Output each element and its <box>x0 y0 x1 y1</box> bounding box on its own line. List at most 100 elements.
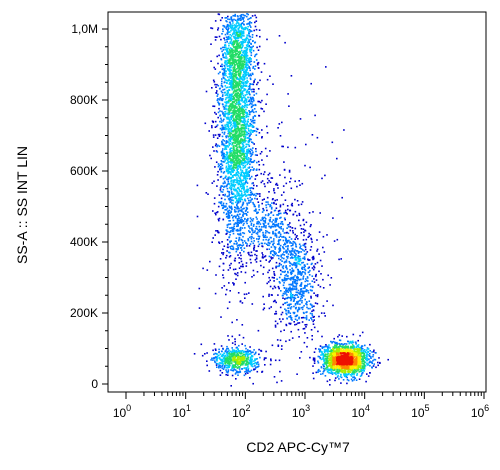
event-dot <box>242 208 244 210</box>
event-dot <box>242 124 244 127</box>
event-dot <box>308 232 310 235</box>
event-dot <box>247 160 249 162</box>
event-dot <box>232 100 235 103</box>
event-dot <box>245 91 248 94</box>
event-dot <box>252 104 255 107</box>
event-dot <box>287 93 289 95</box>
event-dot <box>315 371 318 374</box>
event-dot <box>261 136 263 138</box>
event-dot <box>242 194 245 197</box>
event-dot <box>315 274 317 277</box>
event-dot <box>227 347 229 350</box>
event-dot <box>290 273 293 276</box>
event-dot <box>277 210 280 212</box>
event-dot <box>306 251 309 253</box>
event-dot <box>312 357 315 359</box>
event-dot <box>220 65 222 67</box>
event-dot <box>287 271 289 274</box>
event-dot <box>228 142 231 145</box>
event-dot <box>256 362 258 364</box>
event-dot <box>227 335 229 337</box>
event-dot <box>313 278 315 280</box>
event-dot <box>278 209 281 212</box>
event-dot <box>258 132 261 134</box>
event-dot <box>246 47 249 50</box>
event-dot <box>249 134 251 137</box>
event-dot <box>221 143 223 145</box>
event-dot <box>266 243 268 245</box>
event-dot <box>311 267 314 269</box>
event-dot <box>229 125 232 127</box>
event-dot <box>243 104 246 107</box>
event-dot <box>294 233 296 236</box>
event-dot <box>253 99 255 102</box>
event-dot <box>360 349 363 352</box>
event-dot <box>239 64 241 67</box>
event-dot <box>255 16 258 19</box>
event-dot <box>246 51 248 54</box>
event-dot <box>227 371 229 374</box>
event-dot <box>238 81 241 83</box>
event-dot <box>220 175 223 178</box>
event-dot <box>240 355 242 357</box>
event-dot <box>289 288 292 291</box>
event-dot <box>331 141 334 144</box>
event-dot <box>235 81 238 83</box>
event-dot <box>227 182 230 184</box>
event-dot <box>235 76 237 79</box>
event-dot <box>248 292 250 294</box>
event-dot <box>216 353 218 355</box>
event-dot <box>265 238 267 241</box>
event-dot <box>242 17 244 20</box>
event-dot <box>275 229 278 231</box>
event-dot <box>314 114 316 117</box>
event-dot <box>250 88 252 91</box>
event-dot <box>211 357 213 360</box>
event-dot <box>235 198 238 200</box>
event-dot <box>343 129 345 131</box>
event-dot <box>256 238 258 240</box>
event-dot <box>232 184 234 187</box>
event-dot <box>248 231 251 233</box>
event-dot <box>234 124 237 126</box>
event-dot <box>269 150 271 152</box>
event-dot <box>285 289 287 291</box>
event-dot <box>323 365 326 368</box>
event-dot <box>243 240 246 242</box>
event-dot <box>319 345 322 347</box>
event-dot <box>231 20 233 22</box>
event-dot <box>262 220 265 222</box>
event-dot <box>229 135 232 138</box>
event-dot <box>211 241 213 243</box>
event-dot <box>294 279 296 281</box>
event-dot <box>234 366 236 368</box>
event-dot <box>235 181 237 184</box>
event-dot <box>256 250 258 252</box>
event-dot <box>277 232 280 234</box>
event-dot <box>298 243 301 246</box>
event-dot <box>268 276 270 279</box>
event-dot <box>241 112 244 114</box>
event-dot <box>229 142 232 145</box>
event-dot <box>238 122 241 125</box>
event-dot <box>243 58 246 61</box>
event-dot <box>256 363 258 366</box>
event-dot <box>219 120 221 123</box>
event-dot <box>243 23 245 26</box>
event-dot <box>225 205 227 207</box>
event-dot <box>296 302 299 305</box>
event-dot <box>221 65 223 68</box>
event-dot <box>243 96 246 98</box>
event-dot <box>285 313 288 316</box>
event-dot <box>246 45 249 48</box>
event-dot <box>253 360 255 362</box>
event-dot <box>269 252 272 255</box>
event-dot <box>253 249 255 251</box>
event-dot <box>229 52 231 54</box>
event-dot <box>252 231 254 234</box>
event-dot <box>289 291 292 293</box>
event-dot <box>255 208 257 211</box>
event-dot <box>278 242 280 244</box>
event-dot <box>246 211 249 213</box>
event-dot <box>230 152 233 154</box>
